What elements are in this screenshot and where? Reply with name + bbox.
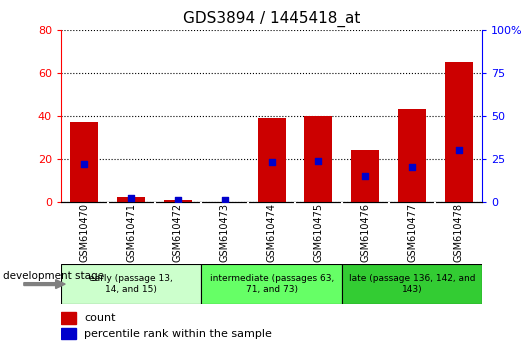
Text: GSM610476: GSM610476 — [360, 203, 370, 262]
Text: GSM610478: GSM610478 — [454, 203, 464, 262]
Point — [361, 173, 369, 179]
Bar — [61, 312, 76, 324]
Point — [127, 195, 136, 201]
Bar — [445, 62, 473, 202]
Text: GSM610474: GSM610474 — [267, 203, 277, 262]
Text: intermediate (passages 63,
71, and 73): intermediate (passages 63, 71, and 73) — [209, 274, 334, 294]
Bar — [258, 118, 286, 202]
Text: count: count — [84, 313, 116, 322]
Bar — [351, 150, 379, 202]
Bar — [304, 116, 332, 202]
Point — [174, 197, 182, 203]
Bar — [70, 122, 99, 202]
Point — [314, 158, 323, 164]
Text: development stage: development stage — [3, 270, 104, 280]
Bar — [398, 109, 426, 202]
Bar — [61, 264, 201, 304]
Bar — [117, 198, 145, 202]
Point — [220, 197, 229, 203]
Text: GSM610477: GSM610477 — [407, 203, 417, 262]
Text: GSM610473: GSM610473 — [220, 203, 230, 262]
Point — [80, 161, 89, 167]
Point — [267, 159, 276, 165]
Point — [455, 147, 463, 153]
Bar — [201, 264, 342, 304]
Title: GDS3894 / 1445418_at: GDS3894 / 1445418_at — [183, 11, 360, 27]
Text: percentile rank within the sample: percentile rank within the sample — [84, 329, 272, 339]
Text: GSM610475: GSM610475 — [313, 203, 323, 262]
Text: GSM610471: GSM610471 — [126, 203, 136, 262]
Bar — [164, 200, 192, 202]
Point — [408, 165, 417, 170]
Text: GSM610470: GSM610470 — [80, 203, 90, 262]
Text: GSM610472: GSM610472 — [173, 203, 183, 262]
Text: early (passage 13,
14, and 15): early (passage 13, 14, and 15) — [89, 274, 173, 294]
Text: late (passage 136, 142, and
143): late (passage 136, 142, and 143) — [349, 274, 475, 294]
Bar — [61, 328, 76, 339]
Bar — [342, 264, 482, 304]
